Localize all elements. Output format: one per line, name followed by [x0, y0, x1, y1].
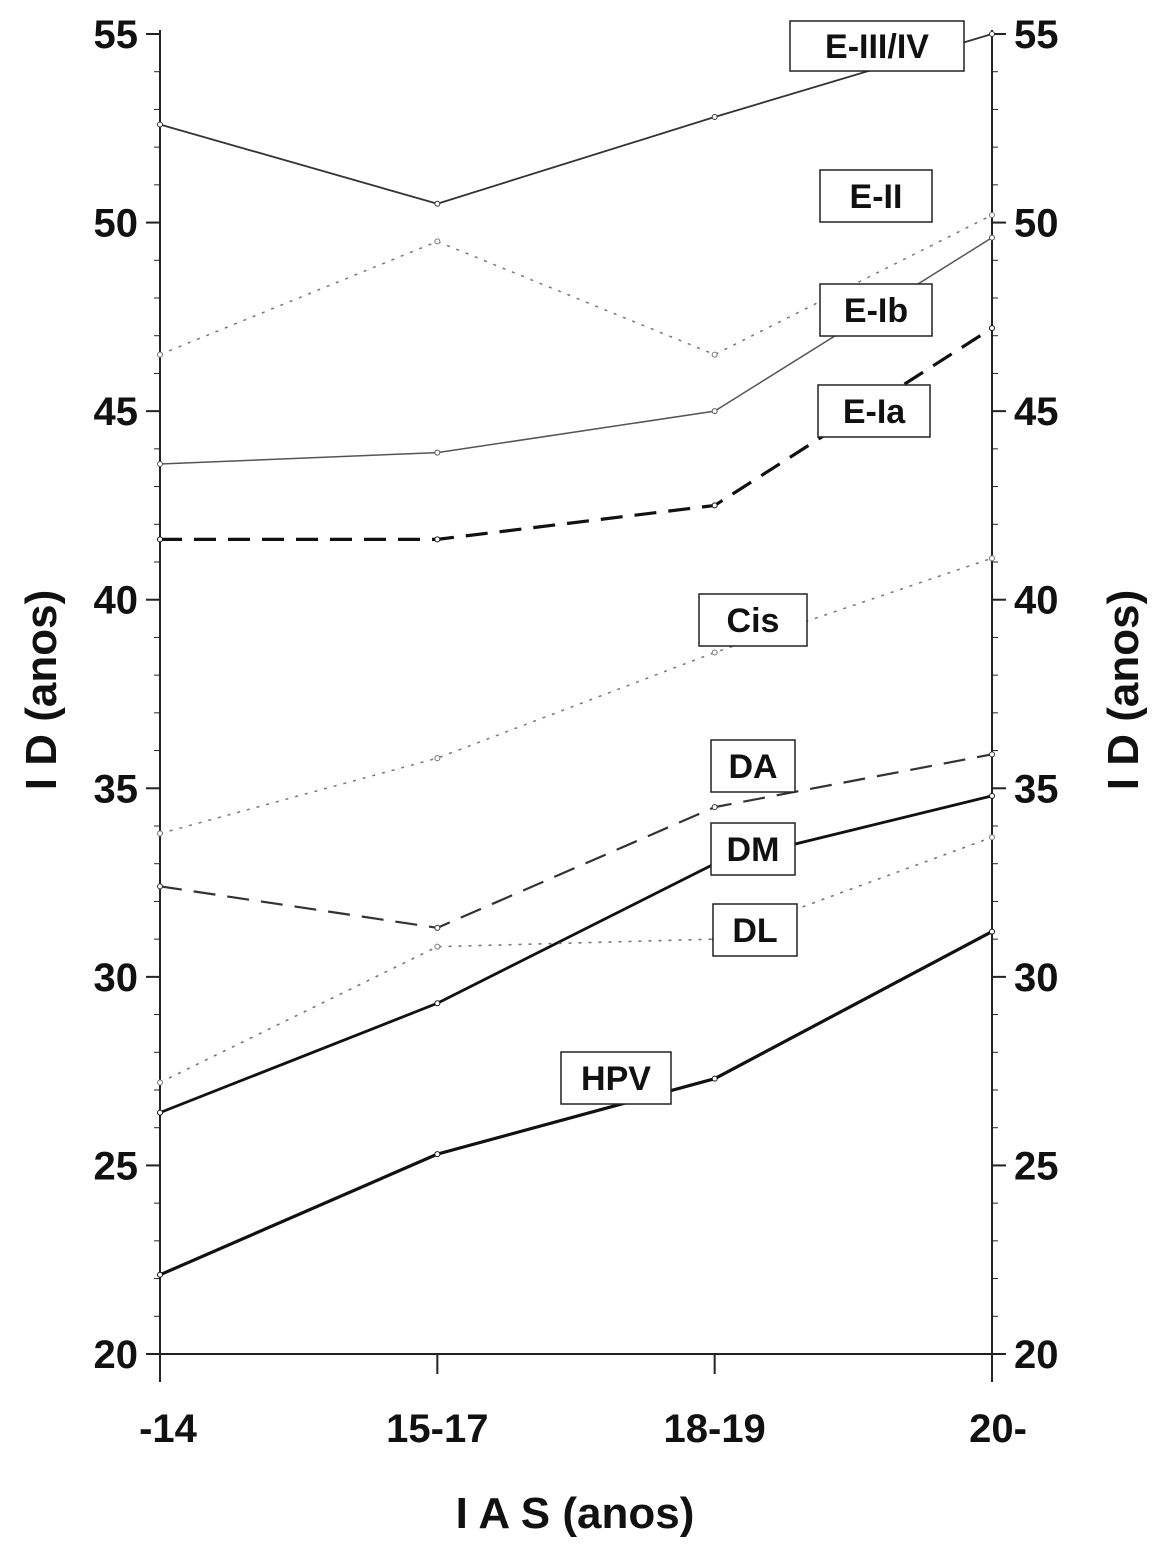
- series-label-cis: Cis: [698, 593, 808, 647]
- data-point-e-ia: [434, 536, 441, 543]
- x-tick-label: -14: [139, 1407, 198, 1451]
- series-label-text: DA: [728, 748, 777, 786]
- data-point-dm: [157, 1109, 163, 1116]
- y-tick-label-right: 40: [1014, 579, 1059, 623]
- y-tick-label-left: 20: [94, 1333, 139, 1377]
- series-line-dl: [159, 836, 993, 1084]
- x-tick-label: 15-17: [386, 1407, 488, 1451]
- series-line-e-iii-iv: [159, 33, 993, 205]
- series-label-e-ib: E-Ib: [819, 283, 933, 337]
- data-point-dl: [989, 834, 995, 841]
- series-line-cis: [159, 557, 993, 835]
- series-label-box: [817, 384, 931, 438]
- data-point-e-ib: [157, 460, 163, 467]
- series-label-text: DM: [727, 831, 780, 869]
- data-point-da: [989, 751, 995, 758]
- y-tick-label-right: 45: [1014, 390, 1059, 434]
- series-label-text: E-II: [850, 178, 903, 216]
- data-point-e-iii-iv: [157, 121, 163, 128]
- data-point-e-ii: [434, 238, 441, 245]
- series-label-box: [560, 1051, 672, 1105]
- x-tick-label: 20-: [969, 1407, 1027, 1451]
- series-line-da: [159, 753, 993, 929]
- series-label-box: [712, 903, 798, 957]
- data-point-dl: [157, 1079, 163, 1086]
- series-label-box: [819, 169, 933, 223]
- data-point-dm: [989, 792, 995, 799]
- series-label-text: Cis: [727, 602, 780, 640]
- y-tick-label-right: 55: [1014, 13, 1059, 57]
- y-tick-label-right: 20: [1014, 1333, 1059, 1377]
- data-point-cis: [434, 755, 441, 762]
- series-label-text: E-III/IV: [825, 28, 929, 66]
- series-lines: [157, 31, 995, 1278]
- data-point-cis: [157, 830, 163, 837]
- data-point-e-iii-iv: [711, 113, 718, 120]
- y-tick-label-right: 50: [1014, 202, 1059, 246]
- y-tick-label-left: 30: [94, 956, 139, 1000]
- series-label-e-ii: E-II: [819, 169, 933, 223]
- data-point-cis: [711, 649, 718, 656]
- data-point-e-ia: [157, 536, 163, 543]
- y-axis-title-left: I D (anos): [17, 590, 66, 790]
- series-label-text: E-Ia: [843, 393, 906, 431]
- data-point-e-ii: [711, 351, 718, 358]
- data-point-e-ia: [989, 325, 995, 332]
- y-tick-label-right: 35: [1014, 767, 1059, 811]
- x-tick-label: 18-19: [664, 1407, 766, 1451]
- series-label-box: [698, 593, 808, 647]
- data-point-dm: [434, 1000, 441, 1007]
- series-label-e-iii-iv: E-III/IV: [789, 20, 965, 72]
- data-point-e-ib: [989, 234, 995, 241]
- series-labels: E-III/IV E-II E-Ib E-Ia Cis DA DM DL HPV: [560, 20, 965, 1105]
- data-point-da: [434, 924, 441, 931]
- y-tick-label-left: 55: [94, 13, 139, 57]
- y-tick-label-right: 25: [1014, 1144, 1059, 1188]
- series-label-text: DL: [732, 912, 777, 950]
- y-tick-label-left: 40: [94, 579, 139, 623]
- series-label-box: [789, 20, 965, 72]
- y-tick-label-left: 50: [94, 202, 139, 246]
- series-label-box: [819, 283, 933, 337]
- data-point-e-iii-iv: [989, 31, 995, 37]
- data-point-hpv: [989, 928, 995, 935]
- y-tick-label-right: 30: [1014, 956, 1059, 1000]
- series-label-dm: DM: [710, 822, 796, 876]
- axes: 20 20 25 25 30 30 35 35 40 40 45 45 50 50 55 55 -14 15-17…: [94, 13, 1059, 1451]
- y-tick-label-left: 45: [94, 390, 139, 434]
- data-point-e-ib: [711, 408, 718, 415]
- data-point-e-ib: [434, 449, 441, 456]
- data-point-dl: [434, 943, 441, 950]
- series-label-e-ia: E-Ia: [817, 384, 931, 438]
- data-point-e-ii: [989, 212, 995, 219]
- series-label-box: [710, 822, 796, 876]
- data-point-e-ia: [711, 502, 718, 509]
- series-label-hpv: HPV: [560, 1051, 672, 1105]
- x-axis-title: I A S (anos): [456, 1489, 695, 1538]
- data-point-e-ii: [157, 351, 163, 358]
- series-label-da: DA: [710, 739, 796, 793]
- series-line-dm: [159, 794, 993, 1114]
- data-point-e-iii-iv: [434, 200, 441, 207]
- data-point-da: [711, 804, 718, 811]
- data-point-da: [157, 883, 163, 890]
- data-point-cis: [989, 555, 995, 562]
- y-tick-label-left: 35: [94, 767, 139, 811]
- series-label-text: E-Ib: [844, 292, 908, 330]
- series-label-dl: DL: [712, 903, 798, 957]
- y-axis-title-right: I D (anos): [1099, 590, 1148, 790]
- y-tick-label-left: 25: [94, 1144, 139, 1188]
- data-point-hpv: [157, 1271, 163, 1278]
- data-point-hpv: [434, 1151, 441, 1158]
- series-label-box: [710, 739, 796, 793]
- data-point-hpv: [711, 1075, 718, 1082]
- series-label-text: HPV: [581, 1060, 651, 1098]
- series-line-hpv: [159, 930, 993, 1277]
